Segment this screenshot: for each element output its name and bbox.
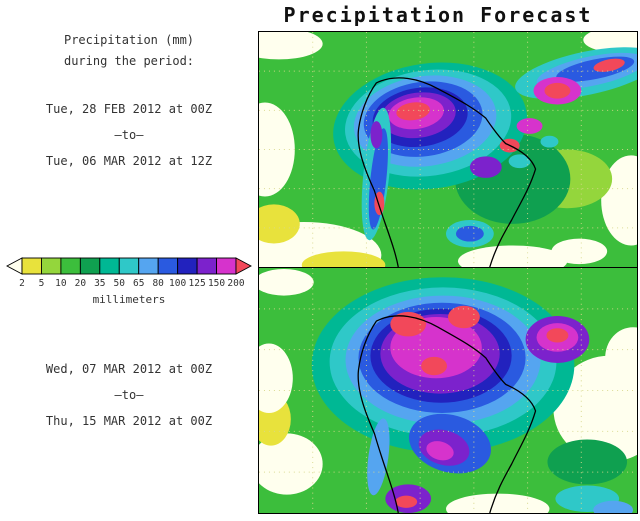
- legend-tick-label: 5: [39, 278, 45, 289]
- legend-tick-label: 2: [19, 278, 25, 289]
- legend-unit-label: millimeters: [92, 293, 166, 306]
- precip-shading-blob: [259, 269, 314, 296]
- period-1-start: Tue, 28 FEB 2012 at 00Z: [45, 102, 213, 116]
- color-scale-legend: 2 5 10 20 35 50 65 80 100 125 150 200 millimeters: [6, 257, 252, 306]
- precip-shading-blob: [605, 327, 637, 389]
- precip-shading-blob: [448, 305, 480, 329]
- legend-color-step: [21, 257, 42, 275]
- precip-shading-blob: [551, 238, 608, 265]
- precip-shading-blob: [426, 441, 454, 461]
- legend-color-step: [41, 257, 62, 275]
- legend-tick-label: 150: [208, 278, 225, 289]
- precip-shading-blob: [508, 154, 531, 169]
- precip-shading-blob: [547, 439, 628, 485]
- legend-under-arrow: [6, 257, 23, 275]
- legend-tick-label: 35: [94, 278, 105, 289]
- legend-tick-label: 100: [169, 278, 186, 289]
- legend-color-step: [157, 257, 179, 275]
- precip-shading-blob: [593, 500, 634, 513]
- precip-shading-blob: [457, 245, 568, 267]
- legend-heading: Precipitation (mm) during the period:: [0, 30, 258, 72]
- precip-shading-blob: [544, 82, 571, 99]
- precipitation-map-period-1: [258, 31, 638, 268]
- precip-shading-blob: [259, 204, 300, 244]
- heading-line-2: during the period:: [63, 54, 195, 68]
- legend-color-step: [177, 257, 198, 275]
- legend-tick-label: 80: [152, 278, 164, 289]
- color-scale-bar: 2 5 10 20 35 50 65 80 100 125 150 200: [6, 257, 252, 289]
- precip-shading-blob: [259, 102, 295, 197]
- period-2-dates: Wed, 07 MAR 2012 at 00Z —to— Thu, 15 MAR…: [0, 356, 258, 434]
- precip-shading-blob: [301, 251, 386, 267]
- precip-shading-blob: [396, 102, 430, 121]
- legend-tick-label: 10: [55, 278, 67, 289]
- legend-color-step: [138, 257, 159, 275]
- legend-color-step: [216, 257, 237, 275]
- period-2-end: Thu, 15 MAR 2012 at 00Z: [45, 414, 213, 428]
- precip-shading-blob: [553, 355, 637, 462]
- precip-shading-blob: [370, 121, 383, 149]
- legend-tick-label: 50: [114, 278, 126, 289]
- legend-over-arrow: [235, 257, 252, 275]
- precip-shading-blob: [259, 32, 323, 60]
- period-1-end: Tue, 06 MAR 2012 at 12Z: [45, 154, 213, 168]
- period-2-start: Wed, 07 MAR 2012 at 00Z: [45, 362, 213, 376]
- precip-shading-blob: [455, 225, 484, 242]
- legend-color-step: [118, 257, 140, 275]
- precip-shading-blob: [259, 433, 323, 495]
- precip-shading-blob: [469, 156, 502, 178]
- precip-shading-blob: [395, 495, 418, 508]
- page-title: Precipitation Forecast: [283, 3, 593, 27]
- legend-tick-label: 20: [75, 278, 87, 289]
- legend-tick-label: 65: [133, 278, 144, 289]
- south-america-coastline: [357, 315, 537, 513]
- south-america-coastline: [357, 77, 537, 267]
- legend-color-step: [99, 257, 120, 275]
- precip-shading-blob: [259, 343, 293, 413]
- precip-shading-blob: [421, 356, 448, 376]
- legend-color-step: [79, 257, 101, 275]
- precip-shading-blob: [368, 128, 388, 230]
- period-1-dates: Tue, 28 FEB 2012 at 00Z —to— Tue, 06 MAR…: [0, 96, 258, 174]
- period-1-separator: —to—: [114, 128, 144, 142]
- precip-shading-blob: [367, 418, 390, 496]
- precip-shading-blob: [546, 328, 569, 343]
- precip-shading-blob: [446, 493, 550, 513]
- precip-shading-blob: [540, 135, 559, 148]
- legend-tick-label: 200: [227, 278, 244, 289]
- legend-color-step: [196, 257, 217, 275]
- heading-line-1: Precipitation (mm): [63, 33, 195, 47]
- legend-color-step: [60, 257, 81, 275]
- period-2-separator: —to—: [114, 388, 144, 402]
- sidebar: Precipitation (mm) during the period: Tu…: [0, 0, 258, 521]
- precip-shading-blob: [516, 118, 543, 134]
- legend-tick-label: 125: [189, 278, 206, 289]
- precipitation-map-period-2: [258, 267, 638, 514]
- precip-shading-blob: [593, 58, 625, 72]
